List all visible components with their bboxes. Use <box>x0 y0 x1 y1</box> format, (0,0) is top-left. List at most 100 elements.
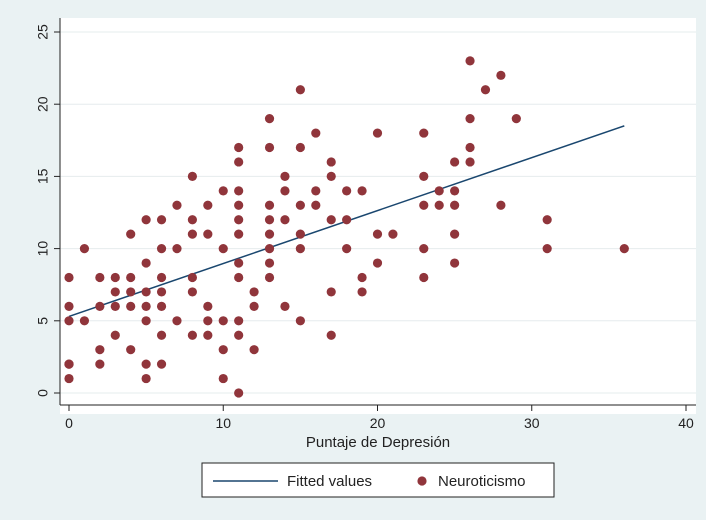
scatter-point <box>64 301 74 311</box>
scatter-point <box>187 215 197 225</box>
y-tick-label: 15 <box>35 168 51 184</box>
legend-point-swatch <box>417 476 427 486</box>
x-tick-label: 20 <box>370 415 386 431</box>
scatter-point <box>419 200 429 210</box>
scatter-point <box>419 171 429 181</box>
scatter-point <box>172 316 182 326</box>
scatter-point <box>95 301 105 311</box>
scatter-point <box>434 200 444 210</box>
scatter-point <box>110 287 120 297</box>
scatter-point <box>326 215 336 225</box>
scatter-point <box>187 287 197 297</box>
scatter-point <box>156 301 167 311</box>
scatter-point <box>357 287 367 297</box>
scatter-point <box>496 200 506 210</box>
scatter-point <box>372 229 383 239</box>
scatter-point <box>172 244 182 254</box>
scatter-point <box>79 316 90 326</box>
scatter-point <box>264 114 275 124</box>
scatter-point <box>295 200 305 210</box>
scatter-point <box>234 229 244 239</box>
scatter-point <box>187 171 197 181</box>
x-tick-label: 0 <box>65 415 73 431</box>
y-tick-label: 10 <box>35 241 51 257</box>
scatter-point <box>342 186 352 196</box>
scatter-point <box>295 85 305 95</box>
x-axis-title: Puntaje de Depresión <box>306 434 450 451</box>
scatter-points <box>64 56 629 398</box>
scatter-point <box>311 200 321 210</box>
scatter-point <box>156 244 167 254</box>
scatter-point <box>234 215 244 225</box>
scatter-point <box>95 359 105 369</box>
scatter-point <box>95 272 105 283</box>
scatter-point <box>280 301 290 311</box>
scatter-point <box>110 301 120 311</box>
scatter-point <box>141 316 151 326</box>
scatter-point <box>141 258 151 268</box>
scatter-point <box>234 157 244 167</box>
scatter-point <box>187 330 197 340</box>
scatter-point <box>342 215 352 225</box>
scatter-point <box>187 229 197 239</box>
scatter-point <box>450 200 460 210</box>
scatter-point <box>234 316 244 326</box>
legend-label-fitted: Fitted values <box>287 473 372 490</box>
x-tick-label: 10 <box>215 415 231 431</box>
scatter-point <box>326 171 336 181</box>
x-tick-label: 40 <box>678 415 694 431</box>
scatter-point <box>203 301 213 311</box>
scatter-point <box>465 114 475 124</box>
scatter-point <box>218 244 228 254</box>
scatter-point <box>311 128 321 138</box>
scatter-point <box>280 171 290 181</box>
scatter-point <box>126 287 136 297</box>
scatter-point <box>326 330 336 340</box>
scatter-point <box>542 215 552 225</box>
scatter-point <box>234 258 244 268</box>
scatter-point <box>141 373 151 384</box>
scatter-point <box>156 330 167 340</box>
scatter-point <box>295 142 305 153</box>
legend-label-neuroticismo: Neuroticismo <box>438 473 526 490</box>
scatter-point <box>64 359 74 369</box>
scatter-point <box>203 330 213 340</box>
scatter-point <box>218 345 228 355</box>
scatter-point <box>264 142 275 153</box>
scatter-point <box>326 157 336 167</box>
scatter-point <box>156 215 167 225</box>
scatter-point <box>465 56 475 66</box>
scatter-point <box>326 287 336 297</box>
scatter-point <box>126 272 136 283</box>
scatter-point <box>64 316 74 326</box>
scatter-point <box>234 388 244 398</box>
scatter-point <box>187 272 197 283</box>
scatter-point <box>156 287 167 297</box>
scatter-point <box>295 244 305 254</box>
scatter-point <box>434 186 444 196</box>
scatter-point <box>110 330 120 340</box>
scatter-point <box>419 128 429 138</box>
scatter-point <box>264 229 275 239</box>
scatter-point <box>480 85 491 95</box>
scatter-point <box>141 359 151 369</box>
scatter-point <box>249 345 259 355</box>
scatter-point <box>280 186 290 196</box>
scatter-point <box>465 142 475 153</box>
scatter-point <box>126 229 136 239</box>
scatter-point <box>172 200 182 210</box>
plot-area <box>60 18 696 414</box>
scatter-point <box>234 272 244 283</box>
scatter-point <box>141 287 151 297</box>
scatter-point <box>357 272 367 283</box>
scatter-point <box>141 215 151 225</box>
scatter-point <box>126 301 136 311</box>
scatter-point <box>342 244 352 254</box>
scatter-point <box>419 244 429 254</box>
scatter-point <box>264 272 275 283</box>
scatter-point <box>619 244 629 254</box>
y-tick-label: 0 <box>35 389 51 397</box>
scatter-point <box>450 157 460 167</box>
scatter-point <box>496 70 506 80</box>
scatter-point <box>218 316 228 326</box>
